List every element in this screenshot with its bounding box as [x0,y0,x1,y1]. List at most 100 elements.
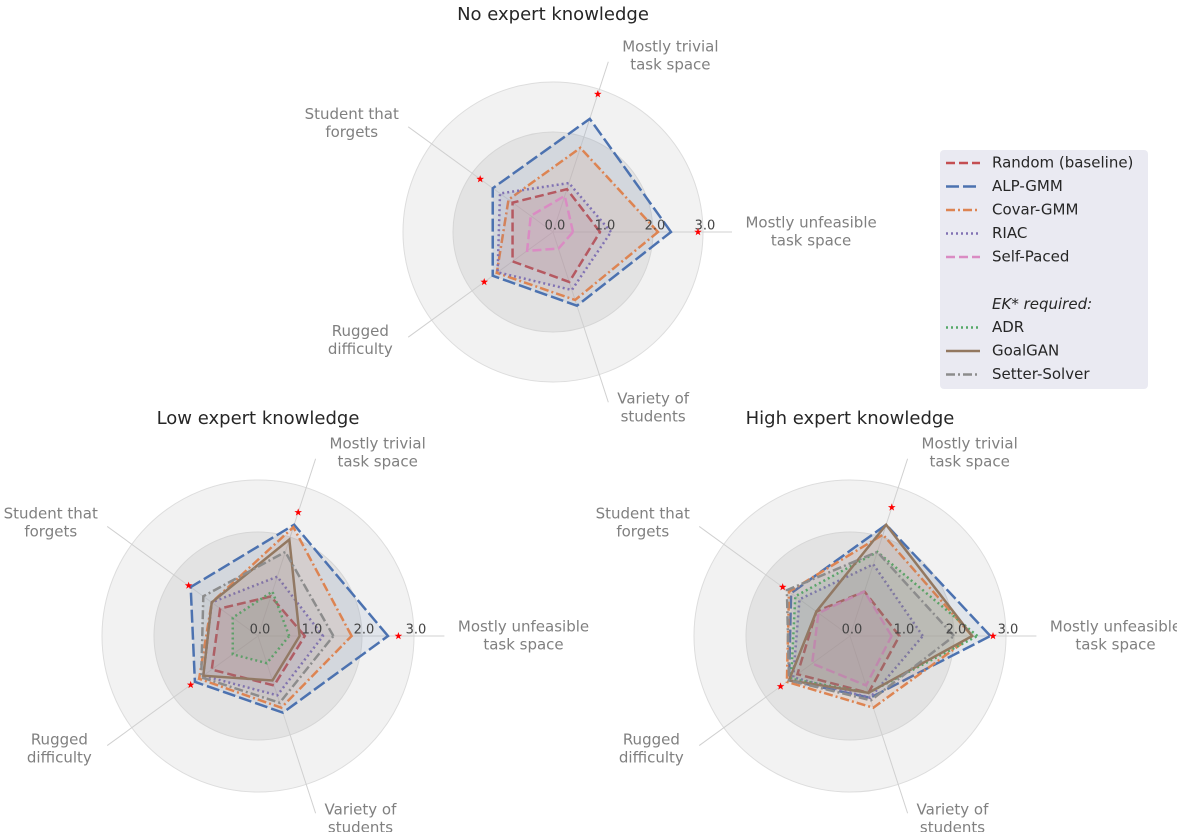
axis-line [257,635,317,814]
axis-line [849,458,909,637]
target-star [887,503,896,511]
axis-label: forgets [616,522,669,540]
axis-line [257,458,317,637]
legend-label: GoalGAN [992,342,1059,360]
axis-label: task space [630,56,710,74]
target-star [594,90,602,98]
r-tick-label: 3.0 [998,623,1019,638]
chart-title: High expert knowledge [746,408,955,429]
series-line [197,525,354,710]
series-line [189,523,390,715]
axis-label: Student that [305,105,399,123]
series-line [511,187,602,284]
legend-label: Self-Paced [992,248,1069,266]
axis-line [849,635,909,814]
legend-label: Setter-Solver [992,365,1090,383]
r-tick-label: 1.0 [595,219,616,234]
target-star [294,508,302,516]
series-area [786,551,954,701]
series-area [789,524,973,693]
series-line [525,193,575,253]
series-area [232,591,290,664]
axis-label: Variety of [325,800,398,818]
r-tick-label: 0.0 [250,623,271,638]
target-star [989,632,997,640]
series-area [812,591,892,686]
target-star [480,277,489,286]
axis-label: task space [929,453,1009,471]
series-area [497,183,611,291]
axis-label: difficulty [619,749,684,767]
series-area [797,591,900,693]
series-line [496,181,613,292]
axis-label: task space [337,453,417,471]
r-tick-label: 3.0 [406,623,427,638]
r-tick-label: 2.0 [354,623,375,638]
series-line [810,589,894,688]
target-star [694,228,702,236]
r-tick-label: 1.0 [894,623,915,638]
series-area [793,564,923,698]
axis-label: difficulty [328,340,393,358]
axis-label: difficulty [27,749,92,767]
axis-label: Rugged [623,731,680,749]
axis-label: Mostly unfeasible [458,618,589,636]
axis-label: Student that [596,504,690,522]
target-star [184,581,193,589]
axis-label: students [621,407,686,425]
axis-label: students [328,818,393,832]
series-area [201,551,334,703]
target-star [776,682,785,690]
series-area [190,524,388,713]
target-star [186,680,195,689]
r-tick-label: 3.0 [695,219,716,234]
axis-label: Mostly unfeasible [1050,618,1177,636]
chart-title: No expert knowledge [457,4,649,25]
r-tick-label: 2.0 [946,623,967,638]
legend-label: RIAC [992,224,1027,242]
axis-label: Mostly trivial [330,435,426,453]
series-area [203,539,300,681]
series-line [787,522,975,695]
axis-label: task space [483,636,563,654]
chart-title: Low expert knowledge [157,408,360,429]
axis-label: Mostly trivial [922,435,1018,453]
legend-label: Covar-GMM [992,201,1078,219]
axis-label: Student that [4,504,98,522]
series-line [201,537,301,682]
series-line [787,523,993,700]
series-area [203,576,323,696]
axis-line [698,526,851,637]
axis-label: task space [1075,636,1155,654]
target-star [476,175,484,183]
axis-label: Mostly unfeasible [745,214,876,232]
series-area [496,147,658,301]
axis-line [698,635,851,746]
axis-line [552,231,609,403]
legend-label: ALP-GMM [992,177,1063,195]
legend-box [940,150,1148,389]
legend-label: Random (baseline) [992,154,1133,172]
r-tick-label: 0.0 [545,219,566,234]
series-area [211,596,305,686]
axis-label: Mostly trivial [622,38,718,56]
legend-label: ADR [992,318,1024,336]
axis-line [407,231,554,338]
series-line [785,550,956,702]
axis-label: students [920,818,985,832]
axis-label: forgets [325,123,378,141]
axis-label: Rugged [31,731,88,749]
axis-label: Rugged [332,322,389,340]
r-tick-label: 0.0 [842,623,863,638]
series-area [199,527,352,708]
series-line [199,550,335,705]
target-star [778,583,787,591]
series-area [527,195,573,251]
legend-heading: EK* required: [992,295,1092,313]
axis-label: Variety of [917,800,990,818]
series-line [495,146,660,302]
axis-label: task space [771,232,851,250]
axis-label: forgets [24,522,77,540]
target-star [394,632,403,640]
